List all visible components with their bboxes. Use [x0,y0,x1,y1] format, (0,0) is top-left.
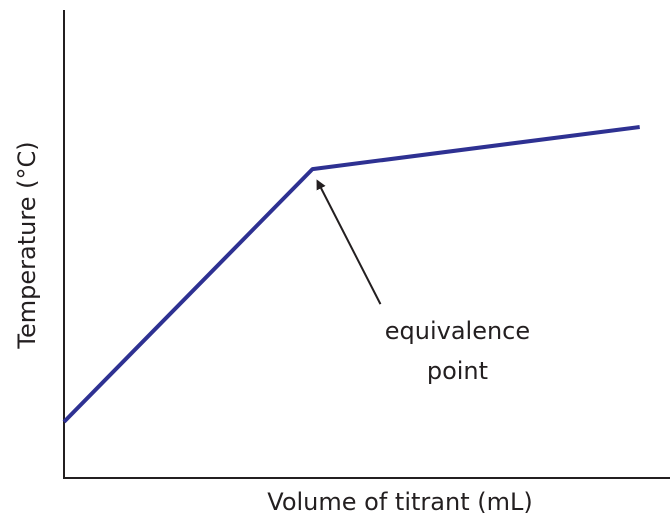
annotation-arrow [316,179,382,305]
data-line [62,125,640,424]
y-axis-label: Temperature (°C) [13,141,41,349]
annotation: equivalence point [385,317,530,385]
x-axis-label: Volume of titrant (mL) [267,488,532,516]
